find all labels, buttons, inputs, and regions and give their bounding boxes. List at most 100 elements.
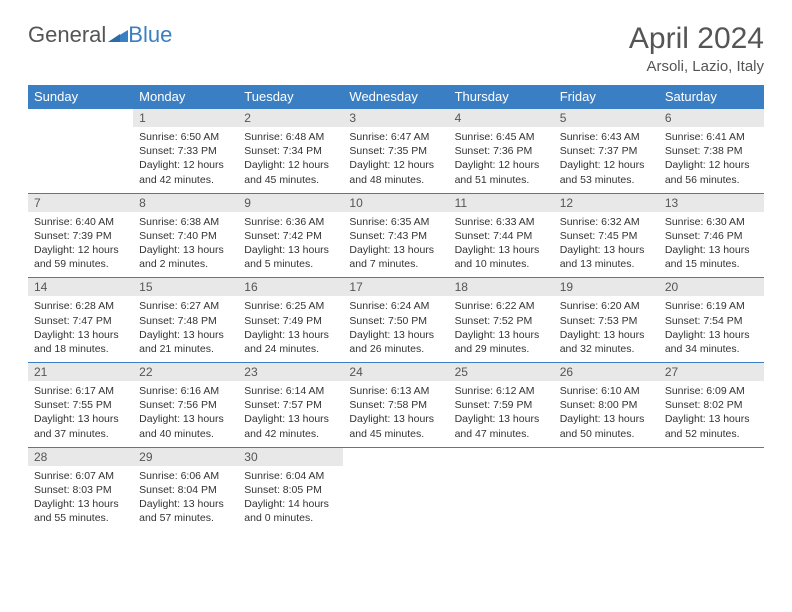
day-info-line: Sunset: 8:05 PM xyxy=(244,483,337,497)
logo-text-2: Blue xyxy=(128,22,172,48)
day-content-cell: Sunrise: 6:28 AMSunset: 7:47 PMDaylight:… xyxy=(28,296,133,362)
logo: General Blue xyxy=(28,22,172,48)
header: General Blue April 2024 Arsoli, Lazio, I… xyxy=(28,22,764,75)
day-number-cell: 15 xyxy=(133,278,238,297)
day-info-line: Daylight: 13 hours xyxy=(34,412,127,426)
day-info-line: Sunrise: 6:35 AM xyxy=(349,215,442,229)
day-info-line: Daylight: 13 hours xyxy=(665,412,758,426)
day-info-line: and 50 minutes. xyxy=(560,427,653,441)
logo-text-1: General xyxy=(28,22,106,48)
day-info-line: Sunrise: 6:17 AM xyxy=(34,384,127,398)
day-info-line: Sunrise: 6:40 AM xyxy=(34,215,127,229)
day-info-line: Sunset: 7:53 PM xyxy=(560,314,653,328)
day-number-row: 14151617181920 xyxy=(28,278,764,297)
day-number-cell: 28 xyxy=(28,447,133,466)
day-content-cell: Sunrise: 6:50 AMSunset: 7:33 PMDaylight:… xyxy=(133,127,238,193)
day-info-line: Daylight: 13 hours xyxy=(139,243,232,257)
day-info-line: Daylight: 12 hours xyxy=(560,158,653,172)
day-info-line: Sunset: 7:33 PM xyxy=(139,144,232,158)
day-content-cell: Sunrise: 6:04 AMSunset: 8:05 PMDaylight:… xyxy=(238,466,343,532)
logo-icon xyxy=(108,22,128,48)
day-number-cell: 22 xyxy=(133,363,238,382)
day-info-line: Sunrise: 6:48 AM xyxy=(244,130,337,144)
day-info-line: Sunset: 7:54 PM xyxy=(665,314,758,328)
day-content-row: Sunrise: 6:17 AMSunset: 7:55 PMDaylight:… xyxy=(28,381,764,447)
day-info-line: Daylight: 12 hours xyxy=(244,158,337,172)
day-content-cell: Sunrise: 6:48 AMSunset: 7:34 PMDaylight:… xyxy=(238,127,343,193)
day-info-line: Sunrise: 6:12 AM xyxy=(455,384,548,398)
day-info-line: Sunset: 7:50 PM xyxy=(349,314,442,328)
day-info-line: and 45 minutes. xyxy=(244,173,337,187)
day-info-line: Sunrise: 6:13 AM xyxy=(349,384,442,398)
day-number-cell: 20 xyxy=(659,278,764,297)
day-info-line: Daylight: 13 hours xyxy=(349,243,442,257)
day-info-line: Sunrise: 6:36 AM xyxy=(244,215,337,229)
day-number-cell: 26 xyxy=(554,363,659,382)
day-info-line: Sunset: 7:58 PM xyxy=(349,398,442,412)
day-content-cell: Sunrise: 6:33 AMSunset: 7:44 PMDaylight:… xyxy=(449,212,554,278)
day-info-line: Sunrise: 6:20 AM xyxy=(560,299,653,313)
weekday-header: Thursday xyxy=(449,85,554,109)
day-info-line: and 13 minutes. xyxy=(560,257,653,271)
day-info-line: Sunrise: 6:24 AM xyxy=(349,299,442,313)
day-info-line: Sunset: 7:39 PM xyxy=(34,229,127,243)
day-number-cell: 21 xyxy=(28,363,133,382)
day-info-line: Daylight: 12 hours xyxy=(139,158,232,172)
day-number-cell xyxy=(554,447,659,466)
day-number-cell: 29 xyxy=(133,447,238,466)
day-number-cell: 1 xyxy=(133,109,238,128)
day-content-cell: Sunrise: 6:06 AMSunset: 8:04 PMDaylight:… xyxy=(133,466,238,532)
day-info-line: Sunset: 7:34 PM xyxy=(244,144,337,158)
day-info-line: Daylight: 13 hours xyxy=(665,243,758,257)
day-number-cell: 3 xyxy=(343,109,448,128)
day-content-cell: Sunrise: 6:27 AMSunset: 7:48 PMDaylight:… xyxy=(133,296,238,362)
day-number-cell: 27 xyxy=(659,363,764,382)
day-info-line: Sunset: 8:03 PM xyxy=(34,483,127,497)
weekday-header: Friday xyxy=(554,85,659,109)
day-info-line: Sunset: 7:44 PM xyxy=(455,229,548,243)
day-info-line: and 48 minutes. xyxy=(349,173,442,187)
day-info-line: Sunrise: 6:32 AM xyxy=(560,215,653,229)
day-info-line: Sunrise: 6:27 AM xyxy=(139,299,232,313)
day-number-row: 282930 xyxy=(28,447,764,466)
day-content-row: Sunrise: 6:07 AMSunset: 8:03 PMDaylight:… xyxy=(28,466,764,532)
day-info-line: Sunset: 7:37 PM xyxy=(560,144,653,158)
day-number-cell: 18 xyxy=(449,278,554,297)
day-info-line: Sunset: 7:56 PM xyxy=(139,398,232,412)
day-info-line: Daylight: 13 hours xyxy=(455,243,548,257)
day-info-line: and 57 minutes. xyxy=(139,511,232,525)
day-info-line: and 2 minutes. xyxy=(139,257,232,271)
day-info-line: Daylight: 13 hours xyxy=(560,328,653,342)
day-content-cell: Sunrise: 6:41 AMSunset: 7:38 PMDaylight:… xyxy=(659,127,764,193)
weekday-header: Monday xyxy=(133,85,238,109)
day-content-cell: Sunrise: 6:17 AMSunset: 7:55 PMDaylight:… xyxy=(28,381,133,447)
day-info-line: Sunset: 7:46 PM xyxy=(665,229,758,243)
day-info-line: Daylight: 13 hours xyxy=(34,497,127,511)
day-info-line: Daylight: 12 hours xyxy=(34,243,127,257)
day-info-line: Daylight: 13 hours xyxy=(139,328,232,342)
day-info-line: and 42 minutes. xyxy=(244,427,337,441)
day-number-row: 21222324252627 xyxy=(28,363,764,382)
day-content-cell xyxy=(28,127,133,193)
day-number-cell: 2 xyxy=(238,109,343,128)
day-info-line: Sunset: 8:02 PM xyxy=(665,398,758,412)
day-info-line: Sunset: 7:38 PM xyxy=(665,144,758,158)
day-info-line: Sunrise: 6:30 AM xyxy=(665,215,758,229)
day-number-cell: 25 xyxy=(449,363,554,382)
day-info-line: Sunset: 7:47 PM xyxy=(34,314,127,328)
day-content-cell xyxy=(449,466,554,532)
day-info-line: Sunrise: 6:16 AM xyxy=(139,384,232,398)
day-info-line: Sunrise: 6:33 AM xyxy=(455,215,548,229)
day-info-line: Sunrise: 6:47 AM xyxy=(349,130,442,144)
day-info-line: and 59 minutes. xyxy=(34,257,127,271)
day-info-line: and 5 minutes. xyxy=(244,257,337,271)
day-info-line: Sunset: 7:59 PM xyxy=(455,398,548,412)
day-info-line: Sunrise: 6:07 AM xyxy=(34,469,127,483)
day-info-line: Daylight: 14 hours xyxy=(244,497,337,511)
day-number-cell: 4 xyxy=(449,109,554,128)
day-content-cell: Sunrise: 6:24 AMSunset: 7:50 PMDaylight:… xyxy=(343,296,448,362)
day-info-line: Sunset: 7:45 PM xyxy=(560,229,653,243)
day-info-line: Sunset: 7:42 PM xyxy=(244,229,337,243)
day-info-line: Daylight: 12 hours xyxy=(349,158,442,172)
day-number-cell: 23 xyxy=(238,363,343,382)
